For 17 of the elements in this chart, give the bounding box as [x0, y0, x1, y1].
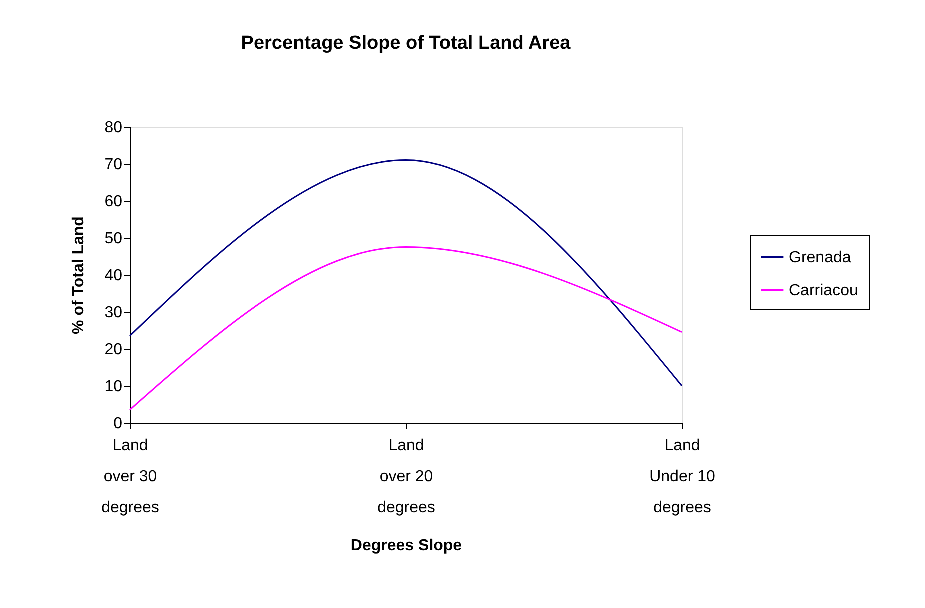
y-tick-label: 50 [104, 230, 123, 248]
y-tick-label: 10 [104, 378, 123, 396]
x-tick-label: Land over 20 degrees [378, 438, 436, 516]
y-tick-label: 30 [104, 304, 123, 322]
y-tick-label: 20 [104, 342, 123, 358]
legend-label: Carriacou [789, 282, 858, 300]
legend-label: Grenada [789, 250, 852, 266]
y-tick-label: 80 [104, 120, 123, 136]
x-tick-label: Land over 30 degrees [102, 438, 160, 516]
x-axis-title: Degrees Slope [350, 538, 462, 554]
x-tick-label: Land Under 10 degrees [650, 438, 716, 516]
y-tick-label: 0 [114, 416, 123, 432]
y-tick-label: 40 [104, 268, 123, 284]
y-tick-label: 60 [104, 194, 123, 210]
chart-title: Percentage Slope of Total Land Area [241, 33, 572, 54]
y-tick-label: 70 [104, 156, 123, 174]
y-axis-title: % of Total Land [70, 216, 88, 334]
